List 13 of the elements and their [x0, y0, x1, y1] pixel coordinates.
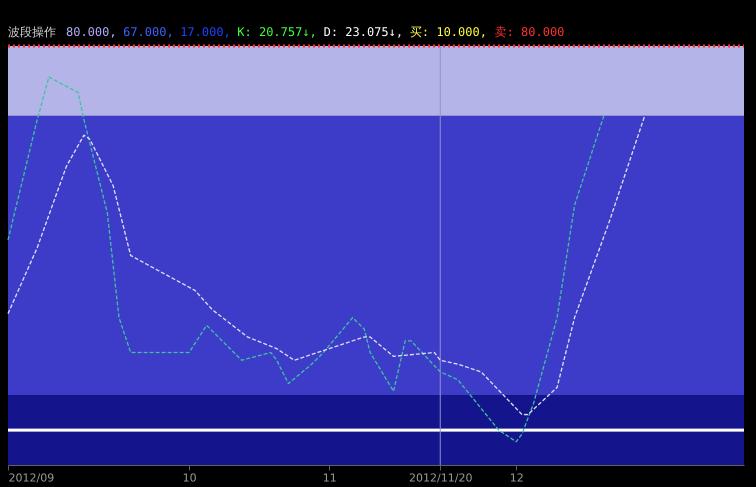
text: 买: 10.000, — [410, 25, 487, 39]
x-tick-label: 10 — [182, 472, 197, 484]
chart-title: 波段操作 — [8, 25, 56, 39]
x-tick-label: 12 — [510, 472, 524, 484]
text: 17.000, — [180, 25, 231, 39]
text: 80.000, — [66, 25, 117, 39]
text: D: 23.075↓, — [324, 25, 404, 39]
text: 67.000, — [123, 25, 174, 39]
x-tick-label: 11 — [322, 472, 337, 484]
x-tick-label: 2012/11/20 — [409, 472, 472, 484]
x-tick-label: 2012/09 — [8, 472, 54, 484]
text: 卖: 80.000 — [494, 25, 564, 39]
text: K: 20.757↓, — [237, 25, 317, 39]
